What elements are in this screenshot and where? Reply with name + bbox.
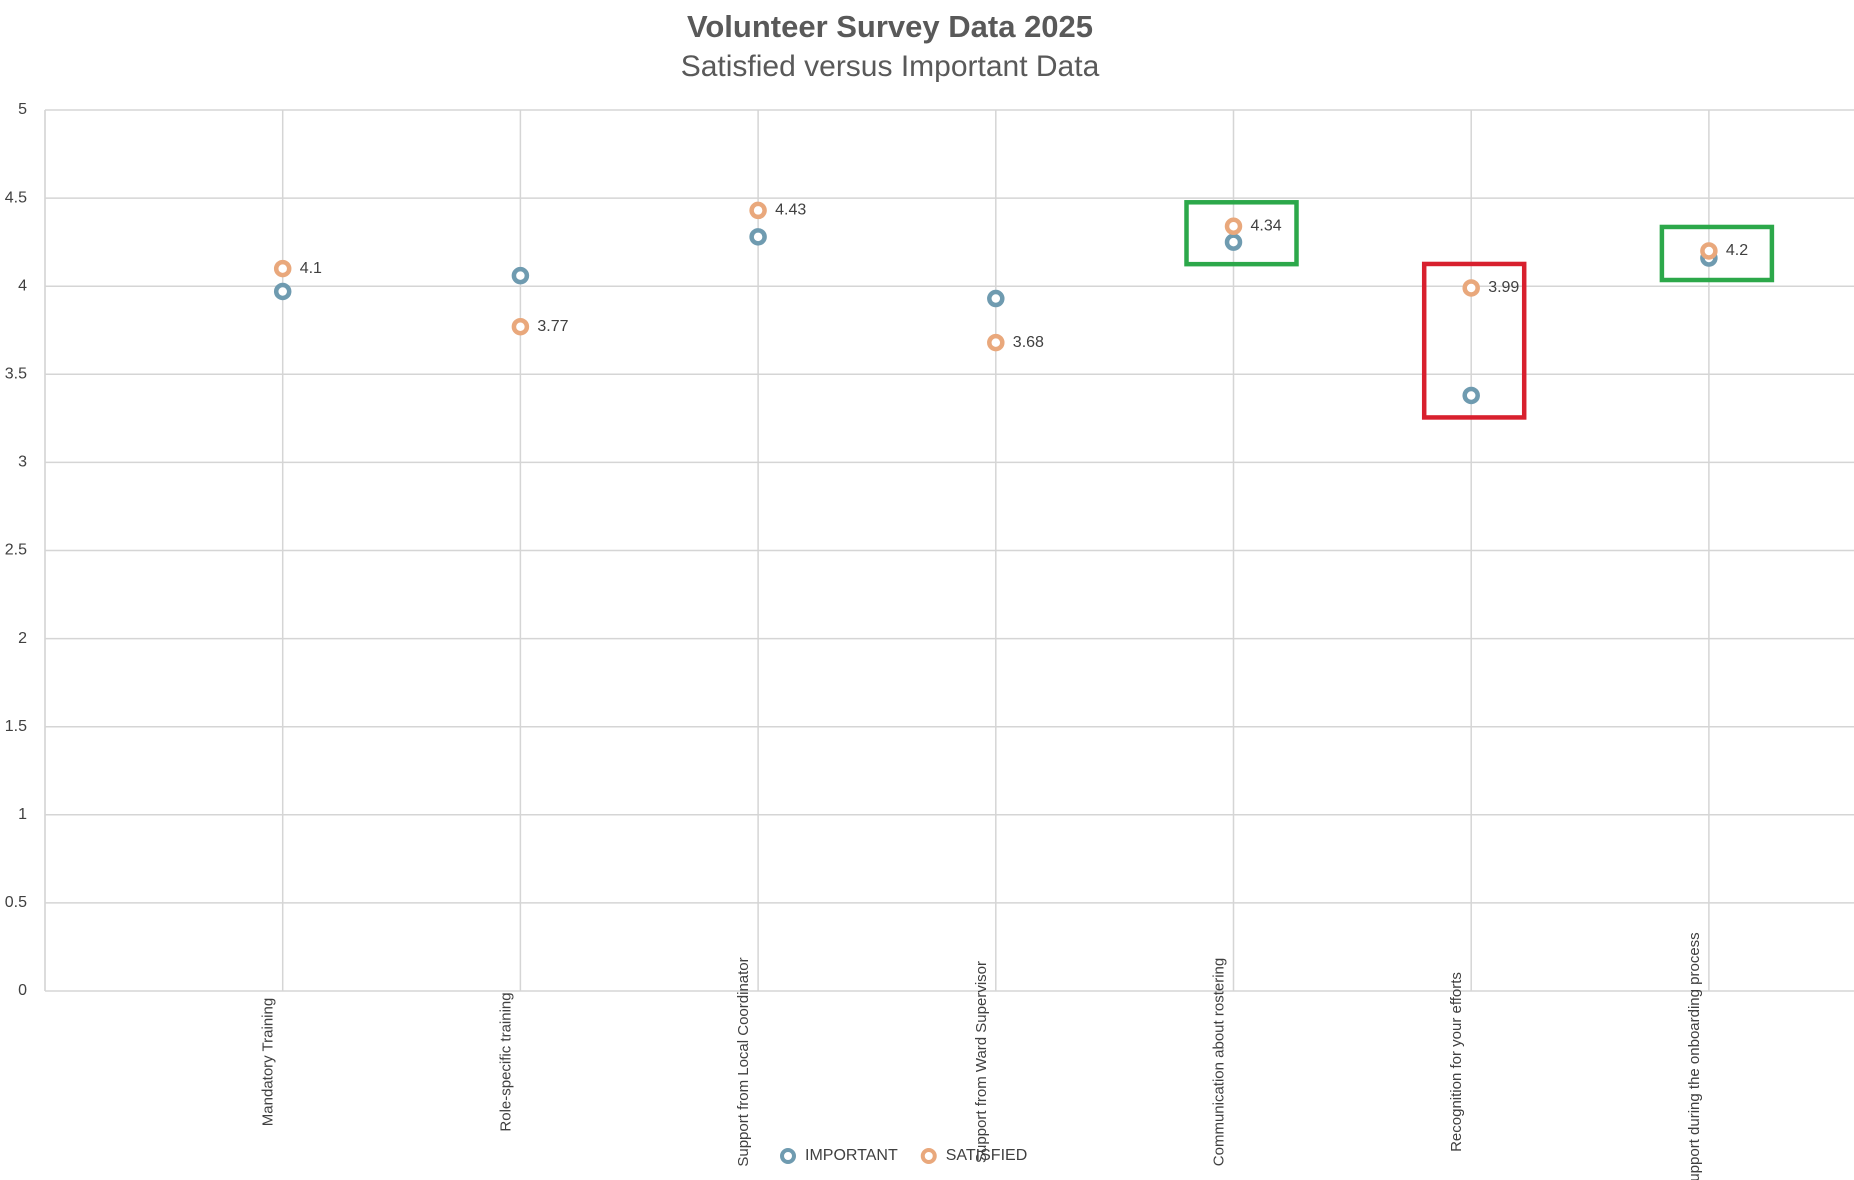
legend-marker	[780, 1148, 796, 1164]
data-label: 3.99	[1488, 279, 1519, 296]
data-point	[987, 333, 1005, 352]
chart-title: Volunteer Survey Data 2025	[687, 9, 1093, 44]
highlight-box	[1184, 200, 1299, 267]
y-tick-label: 4.5	[5, 189, 27, 206]
x-tick-label: Role-specific training	[497, 992, 514, 1131]
x-tick-label: Recognition for your efforts	[1448, 972, 1465, 1152]
data-point	[1700, 242, 1718, 260]
data-label: 3.77	[537, 318, 568, 335]
x-tick-label: Support from Ward Supervisor	[973, 961, 990, 1163]
legend-label: IMPORTANT	[805, 1147, 898, 1164]
y-tick-label: 4	[18, 277, 27, 294]
y-tick-label: 3.5	[5, 366, 27, 383]
chart-subtitle: Satisfied versus Important Data	[681, 50, 1100, 83]
x-tick-label: Mandatory Training	[260, 998, 277, 1126]
y-tick-label: 0.5	[5, 894, 27, 911]
x-tick-label: Support during the onboarding process	[1686, 932, 1703, 1180]
highlight-box	[1659, 224, 1775, 283]
data-point	[749, 201, 767, 220]
x-tick-label: Communication about rostering	[1210, 958, 1227, 1166]
data-label: 4.1	[300, 260, 322, 277]
data-point	[1462, 279, 1480, 297]
data-label: 4.34	[1251, 218, 1282, 235]
y-tick-label: 2.5	[5, 542, 27, 559]
y-tick-label: 0	[18, 982, 27, 999]
data-label: 4.43	[775, 202, 806, 219]
highlight-box	[1421, 261, 1527, 420]
data-label: 4.2	[1726, 242, 1748, 259]
data-point	[511, 317, 530, 336]
data-label: 3.68	[1013, 334, 1044, 351]
data-point	[1224, 217, 1243, 236]
y-tick-label: 2	[18, 630, 27, 647]
x-tick-label: Support from Local Coordinator	[735, 957, 752, 1166]
data-point	[273, 282, 292, 301]
data-point	[749, 228, 767, 246]
y-tick-label: 1	[18, 806, 27, 823]
y-tick-label: 3	[18, 454, 27, 471]
data-point	[511, 266, 530, 285]
y-tick-label: 1.5	[5, 718, 27, 735]
data-point	[1224, 233, 1243, 251]
data-point	[1462, 386, 1480, 405]
legend-label: SATISFIED	[946, 1147, 1028, 1164]
legend-marker	[920, 1148, 937, 1164]
data-point	[273, 259, 292, 278]
y-tick-label: 5	[18, 101, 27, 118]
data-point	[987, 289, 1005, 308]
